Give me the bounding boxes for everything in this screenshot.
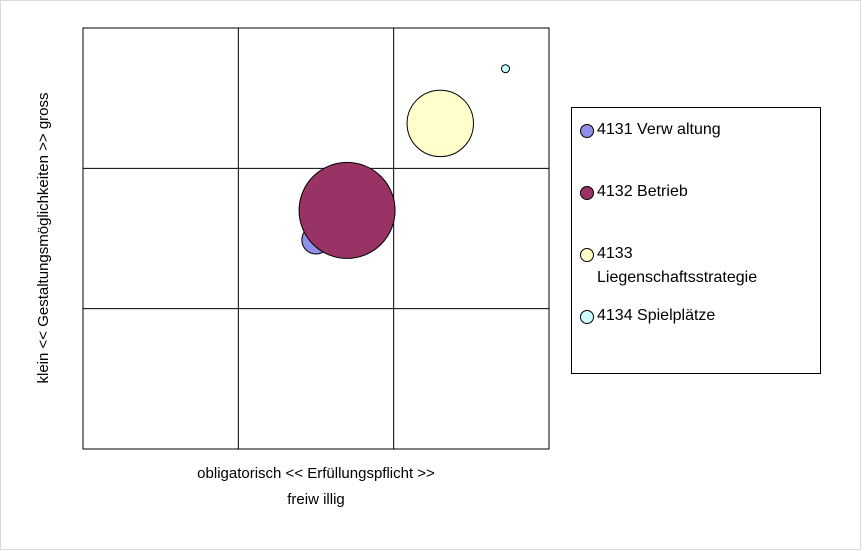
legend-label: 4131 Verw altung	[597, 121, 721, 138]
legend-entry: 4133 Liegenschaftsstrategie	[580, 242, 816, 290]
bubbles	[298, 64, 511, 259]
legend-label: 4134 Spielplätze	[597, 307, 716, 324]
x-axis-label: obligatorisch << Erfüllungspflicht >>	[197, 465, 435, 482]
legend-marker	[580, 186, 594, 200]
legend-label: 4133 Liegenschaftsstrategie	[597, 245, 758, 286]
bubble	[406, 89, 474, 158]
legend-entry: 4132 Betrieb	[580, 180, 816, 204]
bubble	[501, 64, 511, 74]
legend: 4131 Verw altung 4132 Betrieb 4133 Liegens…	[571, 107, 821, 374]
legend-marker	[580, 124, 594, 138]
bubble	[298, 161, 396, 259]
grid	[83, 28, 549, 449]
legend-entry: 4134 Spielplätze	[580, 304, 816, 328]
x-axis-label: freiw illig	[287, 491, 345, 508]
legend-label: 4132 Betrieb	[597, 183, 688, 200]
legend-marker	[580, 310, 594, 324]
legend-marker	[580, 248, 594, 262]
legend-entry: 4131 Verw altung	[580, 118, 816, 142]
y-axis-label: klein << Gestaltungsmöglichkeiten >> gro…	[35, 93, 52, 384]
